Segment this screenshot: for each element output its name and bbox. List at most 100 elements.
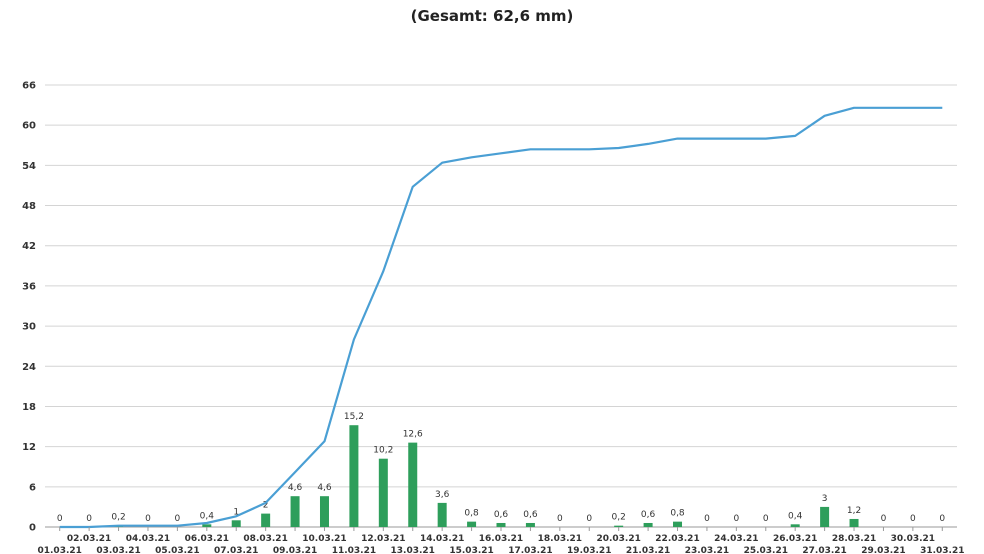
bar <box>290 496 300 527</box>
x-tick-label: 26.03.21 <box>773 534 817 544</box>
bar-label: 4,6 <box>317 483 332 493</box>
bar-data-labels: 0 0 0,2 0 0 0,4 1 2 4,6 4,6 15,2 10,2 12,6 3,6 0,8 0,6 0… <box>57 412 946 524</box>
bar-label: 1,2 <box>847 506 861 516</box>
bar-label: 3,6 <box>435 490 450 500</box>
y-tick-label: 54 <box>22 161 36 172</box>
y-tick-label: 48 <box>22 201 36 212</box>
bar <box>319 496 329 527</box>
bar <box>261 513 271 527</box>
x-tick-label: 28.03.21 <box>832 534 876 544</box>
bar-label: 0,4 <box>200 511 215 521</box>
y-tick-label: 36 <box>22 281 36 292</box>
bar <box>525 522 535 527</box>
y-tick-label: 0 <box>29 523 36 534</box>
bar-label: 0 <box>733 514 739 524</box>
x-tick-label: 09.03.21 <box>273 546 317 554</box>
x-tick-label: 12.03.21 <box>361 534 405 544</box>
bar-label: 0,6 <box>494 510 509 520</box>
y-tick-label: 6 <box>29 482 36 493</box>
cumulative-series-line <box>59 106 943 529</box>
x-tick-label: 21.03.21 <box>626 546 670 554</box>
x-tick-label: 04.03.21 <box>126 534 170 544</box>
x-tick-label: 05.03.21 <box>155 546 199 554</box>
bar <box>614 525 624 527</box>
bar-label: 0,2 <box>612 513 626 523</box>
x-tick-label: 25.03.21 <box>744 546 788 554</box>
y-axis-ticks: 0 6 12 18 24 30 36 42 48 54 60 66 <box>22 81 36 534</box>
bar-label: 0,6 <box>523 510 538 520</box>
x-tick-label: 20.03.21 <box>596 534 640 544</box>
bar-label: 0,4 <box>788 511 803 521</box>
x-tick-label: 22.03.21 <box>655 534 699 544</box>
bar <box>467 521 477 527</box>
bar-label: 0 <box>704 514 710 524</box>
bar-label: 3 <box>822 494 828 504</box>
y-tick-label: 60 <box>22 121 36 132</box>
y-tick-label: 66 <box>22 81 36 92</box>
x-tick-label: 23.03.21 <box>685 546 729 554</box>
y-tick-label: 12 <box>22 442 36 453</box>
x-tick-label: 02.03.21 <box>67 534 111 544</box>
gridlines <box>45 84 957 528</box>
x-tick-label: 19.03.21 <box>567 546 611 554</box>
bar <box>408 442 418 527</box>
bar-label: 10,2 <box>373 446 393 456</box>
bar-label: 0 <box>57 514 63 524</box>
x-axis-ticks: 01.03.21 02.03.21 03.03.21 04.03.21 05.03.21… <box>37 527 965 554</box>
bar <box>790 524 800 527</box>
x-tick-label: 30.03.21 <box>891 534 935 544</box>
x-tick-label: 17.03.21 <box>508 546 552 554</box>
x-tick-label: 11.03.21 <box>332 546 376 554</box>
bar <box>849 518 859 527</box>
bar-label: 0,8 <box>670 509 685 519</box>
bar-label: 0 <box>910 514 916 524</box>
bar-label: 0 <box>86 514 92 524</box>
x-tick-label: 24.03.21 <box>714 534 758 544</box>
x-tick-label: 18.03.21 <box>538 534 582 544</box>
x-tick-label: 06.03.21 <box>185 534 229 544</box>
y-tick-label: 42 <box>22 241 36 252</box>
x-tick-label: 01.03.21 <box>37 546 81 554</box>
bar <box>231 520 241 527</box>
bar <box>496 522 506 527</box>
bar-label: 1 <box>233 507 239 517</box>
x-tick-label: 13.03.21 <box>391 546 435 554</box>
x-tick-label: 10.03.21 <box>302 534 346 544</box>
bar-label: 4,6 <box>288 483 303 493</box>
bar-label: 2 <box>263 501 269 511</box>
x-tick-label: 03.03.21 <box>96 546 140 554</box>
chart-subtitle: (Gesamt: 62,6 mm) <box>410 7 574 25</box>
bar <box>349 425 359 527</box>
bar-label: 0 <box>175 514 181 524</box>
bar-label: 15,2 <box>344 412 364 422</box>
x-tick-label: 27.03.21 <box>802 546 846 554</box>
bar <box>437 502 447 527</box>
chart-title-area: (Gesamt: 62,6 mm) <box>0 0 984 30</box>
bar-label: 0 <box>586 514 592 524</box>
x-tick-label: 16.03.21 <box>479 534 523 544</box>
bar-label: 0,8 <box>464 509 479 519</box>
bar <box>673 521 683 527</box>
bar-label: 0 <box>557 514 563 524</box>
y-tick-label: 24 <box>22 362 36 373</box>
bar <box>378 458 388 527</box>
x-tick-label: 15.03.21 <box>449 546 493 554</box>
bar-label: 0 <box>145 514 151 524</box>
x-tick-label: 31.03.21 <box>920 546 964 554</box>
x-tick-label: 14.03.21 <box>420 534 464 544</box>
y-tick-label: 18 <box>22 402 36 413</box>
y-tick-label: 30 <box>22 322 36 333</box>
bar-label: 12,6 <box>403 430 423 440</box>
x-tick-label: 08.03.21 <box>243 534 287 544</box>
bar-label: 0 <box>763 514 769 524</box>
cumulative-line <box>59 106 943 529</box>
bar-label: 0,2 <box>111 513 125 523</box>
bar-label: 0,6 <box>641 510 656 520</box>
x-tick-label: 29.03.21 <box>861 546 905 554</box>
bar <box>820 506 830 527</box>
bar <box>643 522 653 527</box>
bar-label: 0 <box>881 514 887 524</box>
x-tick-label: 07.03.21 <box>214 546 258 554</box>
bar <box>202 524 212 527</box>
